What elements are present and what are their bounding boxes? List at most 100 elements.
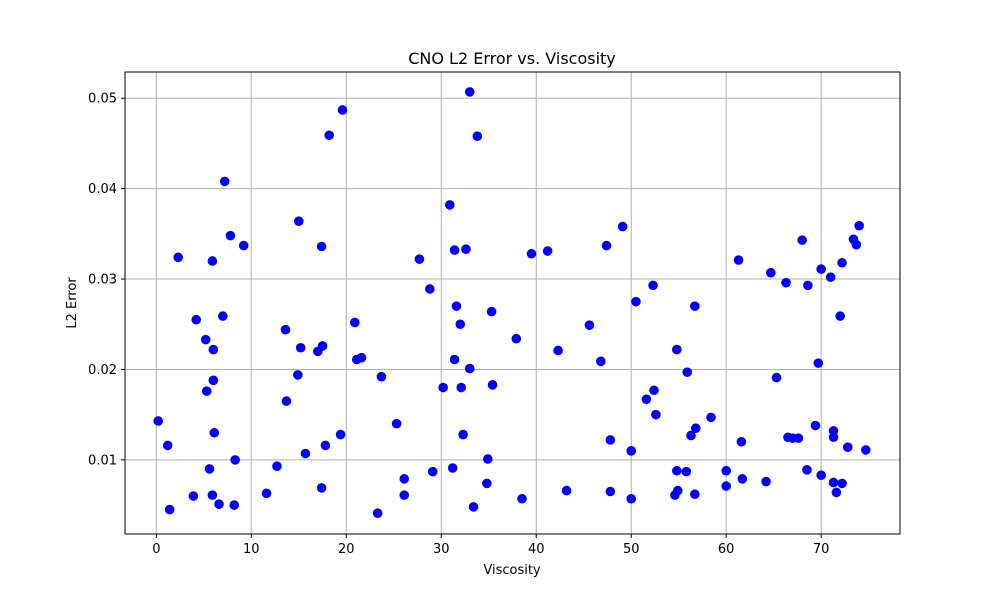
data-point — [230, 455, 240, 465]
data-point — [793, 433, 804, 443]
data-point — [651, 409, 661, 420]
data-point — [294, 216, 304, 226]
data-point — [464, 87, 475, 97]
data-point — [350, 317, 360, 328]
data-point — [854, 220, 864, 231]
data-point — [208, 375, 219, 386]
data-point — [272, 461, 282, 471]
data-point — [207, 256, 218, 266]
data-point — [802, 465, 812, 475]
data-point — [456, 382, 467, 393]
data-point — [208, 344, 219, 355]
data-point — [219, 176, 230, 187]
data-point — [553, 345, 563, 356]
data-point — [225, 230, 236, 241]
data-point — [526, 248, 537, 259]
data-point — [706, 412, 716, 423]
data-point — [721, 465, 731, 476]
data-point — [813, 358, 824, 368]
data-point — [761, 476, 771, 487]
data-point — [214, 499, 224, 509]
x-tick-label: 20 — [338, 542, 355, 557]
x-tick-label: 30 — [433, 542, 450, 557]
data-point — [825, 272, 836, 283]
data-point — [835, 311, 845, 321]
data-point — [261, 488, 272, 499]
x-tick-label: 50 — [623, 542, 640, 557]
data-point — [631, 296, 641, 307]
data-point — [438, 382, 448, 393]
data-point — [482, 478, 492, 489]
data-point — [317, 341, 328, 351]
data-point — [316, 483, 327, 493]
data-point — [281, 396, 292, 406]
data-point — [337, 105, 348, 115]
data-point — [201, 386, 212, 396]
data-point — [372, 508, 383, 519]
data-point — [464, 363, 475, 374]
x-tick-label: 10 — [243, 542, 260, 557]
data-point — [461, 244, 471, 255]
data-point — [425, 284, 435, 294]
data-point — [721, 481, 731, 491]
data-point — [605, 486, 616, 497]
y-axis-label: L2 Error — [65, 277, 80, 329]
data-point — [649, 385, 659, 396]
data-point — [449, 354, 460, 365]
x-tick-label: 70 — [813, 542, 830, 557]
y-tick-label: 0.01 — [88, 453, 117, 468]
data-point — [810, 420, 821, 431]
data-point — [447, 463, 458, 473]
data-point — [542, 246, 553, 256]
data-point — [483, 454, 493, 464]
data-point — [672, 344, 682, 355]
data-point — [316, 241, 327, 252]
grid-lines — [125, 72, 900, 534]
data-point — [162, 440, 173, 451]
data-point — [672, 465, 682, 476]
data-point — [207, 490, 218, 500]
data-point — [861, 445, 871, 455]
data-point — [449, 245, 460, 255]
data-point — [300, 448, 311, 459]
data-point — [427, 466, 438, 477]
data-point — [335, 429, 346, 440]
data-point — [320, 440, 331, 451]
data-point — [293, 370, 303, 380]
data-point — [188, 491, 199, 501]
data-point — [648, 280, 658, 291]
data-point — [468, 502, 479, 512]
y-tick-label: 0.03 — [88, 273, 117, 288]
data-point — [672, 485, 683, 496]
data-point — [682, 367, 693, 377]
data-point — [691, 423, 701, 434]
y-tick-label: 0.04 — [88, 182, 117, 197]
data-point — [771, 372, 782, 383]
data-point — [617, 221, 628, 232]
x-tick-label: 60 — [718, 542, 735, 557]
data-point — [601, 240, 612, 251]
data-point — [681, 466, 692, 477]
data-point — [229, 500, 240, 510]
data-point — [153, 416, 164, 426]
data-point — [737, 474, 748, 484]
data-point — [781, 277, 791, 288]
data-point — [851, 239, 862, 250]
data-point — [626, 446, 637, 456]
data-point — [209, 427, 220, 438]
data-point — [816, 264, 826, 274]
data-point — [391, 418, 402, 429]
data-point — [218, 311, 228, 321]
data-point — [451, 301, 462, 311]
data-point — [561, 485, 572, 496]
data-point — [399, 474, 410, 484]
x-axis-ticks: 0 10 20 30 40 50 60 70 — [152, 534, 829, 557]
data-point — [445, 200, 455, 210]
data-point — [204, 464, 215, 474]
data-point — [828, 477, 839, 488]
data-point — [200, 334, 211, 345]
y-tick-label: 0.02 — [88, 363, 117, 378]
data-point — [238, 240, 249, 251]
